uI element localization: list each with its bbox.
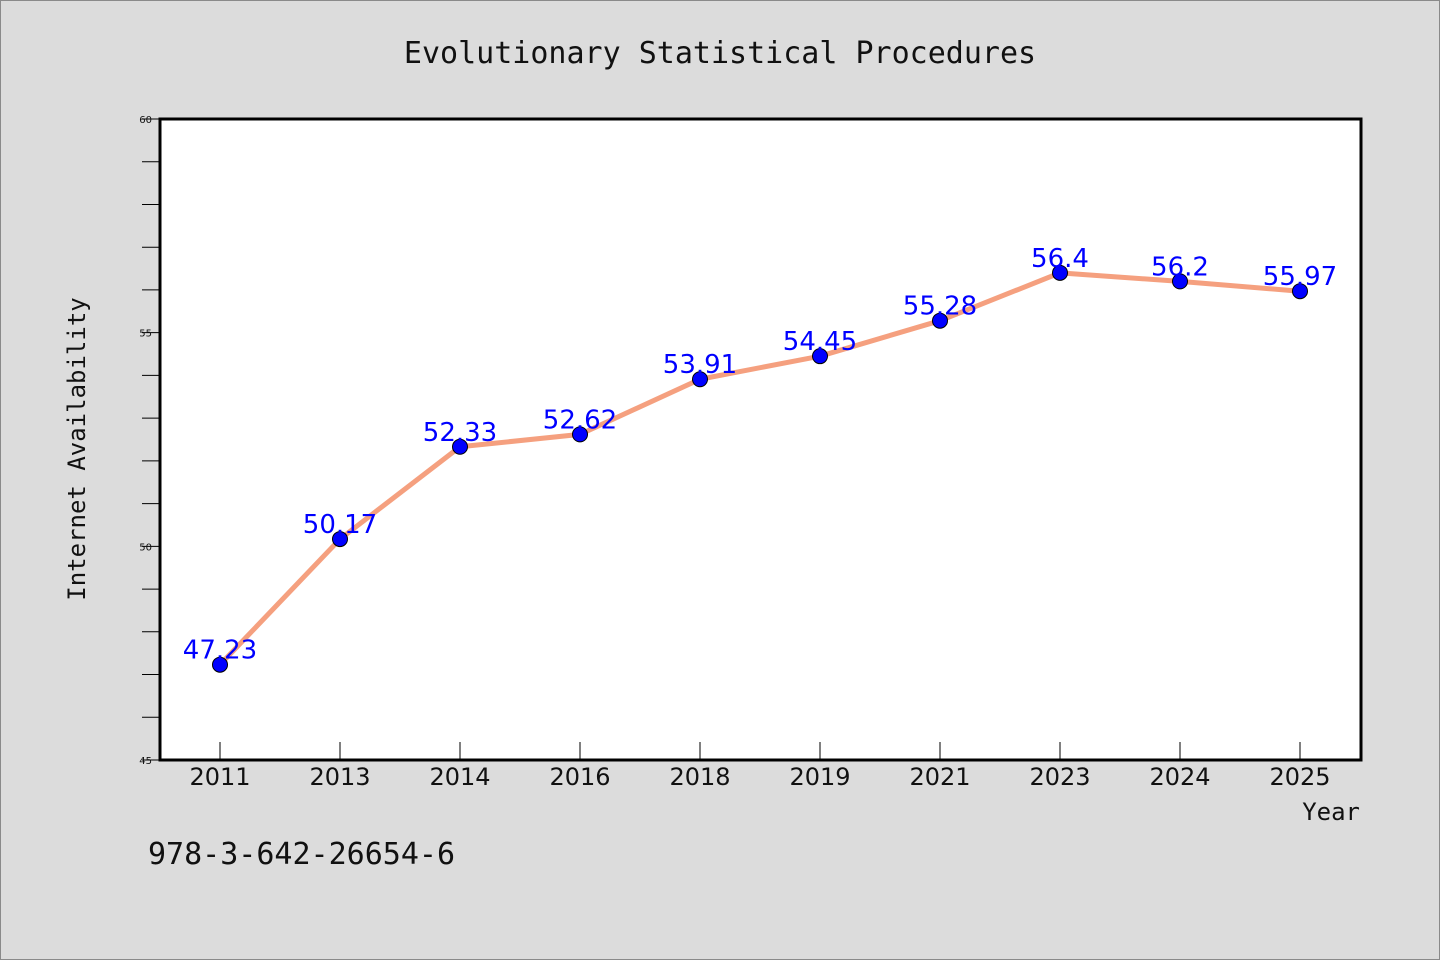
x-axis: 2011 2013 2014 2016 2018 2019 2021 2023 2024 2025: [189, 742, 1331, 791]
data-label: 47.23: [183, 636, 257, 666]
y-tick-label: 55: [139, 329, 152, 340]
data-point: [1172, 273, 1188, 290]
data-label: 56.2: [1151, 252, 1209, 282]
x-tick-label: 2011: [189, 763, 250, 791]
data-label: 52.33: [423, 418, 497, 448]
data-point: [932, 312, 948, 329]
data-label: 55.97: [1263, 262, 1337, 292]
x-tick-label: 2021: [909, 763, 970, 791]
data-point: [812, 348, 828, 365]
data-point: [212, 656, 228, 673]
x-tick-label: 2018: [669, 763, 730, 791]
x-tick-label: 2023: [1029, 763, 1090, 791]
x-tick-label: 2024: [1149, 763, 1210, 791]
x-tick-label: 2025: [1269, 763, 1330, 791]
series-line: [217, 270, 1303, 668]
data-label: 54.45: [783, 327, 857, 357]
data-label: 55.28: [903, 292, 977, 322]
y-axis-title: Internet Availability: [63, 297, 91, 600]
y-axis: 45 50 55 60: [139, 115, 160, 767]
chart-title: Evolutionary Statistical Procedures: [404, 36, 1036, 71]
data-label: 53.91: [663, 350, 737, 380]
data-label: 52.62: [543, 405, 617, 435]
y-tick-label: 45: [139, 756, 152, 767]
data-label: 50.17: [303, 510, 377, 540]
series-layer: 47.23 50.17 52.33 52.62 53.91 54.45 55.28 56.4 5…: [183, 244, 1337, 673]
data-point: [1052, 264, 1068, 281]
isbn-footer: 978-3-642-26654-6: [148, 837, 455, 872]
data-point: [1292, 283, 1308, 300]
x-tick-label: 2019: [789, 763, 850, 791]
data-point: [332, 531, 348, 548]
x-tick-label: 2013: [309, 763, 370, 791]
data-point: [572, 426, 588, 443]
x-tick-label: 2016: [549, 763, 610, 791]
plot-area: [158, 117, 1363, 762]
data-label: 56.4: [1031, 244, 1089, 274]
y-tick-label: 50: [139, 542, 152, 553]
x-tick-label: 2014: [429, 763, 490, 791]
x-axis-title: Year: [1302, 798, 1360, 826]
data-point: [692, 371, 708, 388]
data-point: [452, 438, 468, 455]
y-tick-label: 60: [139, 115, 152, 126]
